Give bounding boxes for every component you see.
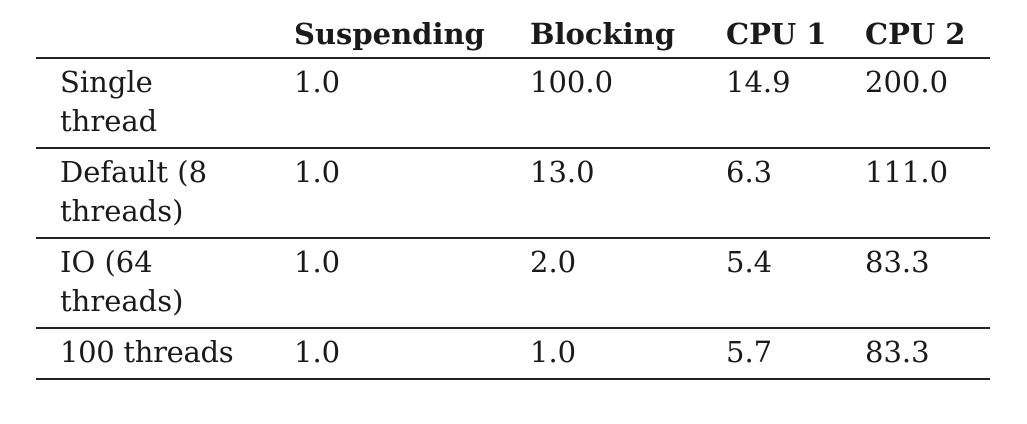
table-row: Single thread 1.0 100.0 14.9 200.0 <box>36 58 990 149</box>
value-cell-blocking: 100.0 <box>530 58 726 149</box>
table-row: Default (8 threads) 1.0 13.0 6.3 111.0 <box>36 148 990 239</box>
header-cell-empty <box>36 10 294 59</box>
value-cell-cpu2: 83.3 <box>865 328 990 380</box>
header-cell-cpu1: CPU 1 <box>726 10 865 59</box>
value-cell-suspending: 1.0 <box>294 58 530 149</box>
table-body: Single thread 1.0 100.0 14.9 200.0 Defau… <box>36 58 990 380</box>
table-row: IO (64 threads) 1.0 2.0 5.4 83.3 <box>36 238 990 329</box>
table-row: 100 threads 1.0 1.0 5.7 83.3 <box>36 328 990 380</box>
value-cell-cpu1: 14.9 <box>726 58 865 149</box>
value-cell-cpu1: 5.7 <box>726 328 865 380</box>
value-cell-blocking: 13.0 <box>530 148 726 239</box>
row-label-line: Default (8 <box>60 155 208 189</box>
value-cell-suspending: 1.0 <box>294 148 530 239</box>
value-cell-cpu2: 200.0 <box>865 58 990 149</box>
row-label-cell: Single thread <box>36 58 294 149</box>
row-label-cell: Default (8 threads) <box>36 148 294 239</box>
header-row: Suspending Blocking CPU 1 CPU 2 <box>36 10 990 59</box>
row-label-line: IO (64 <box>60 245 153 279</box>
row-label-line: Single <box>60 65 153 99</box>
header-cell-blocking: Blocking <box>530 10 726 59</box>
value-cell-cpu2: 83.3 <box>865 238 990 329</box>
benchmark-table: Suspending Blocking CPU 1 CPU 2 Single t… <box>36 10 990 380</box>
value-cell-cpu1: 6.3 <box>726 148 865 239</box>
value-cell-blocking: 1.0 <box>530 328 726 380</box>
value-cell-suspending: 1.0 <box>294 238 530 329</box>
row-label-cell: IO (64 threads) <box>36 238 294 329</box>
row-label-line: 100 threads <box>60 335 234 369</box>
value-cell-cpu2: 111.0 <box>865 148 990 239</box>
row-label-line: thread <box>60 104 158 138</box>
table-header: Suspending Blocking CPU 1 CPU 2 <box>36 10 990 59</box>
row-label-line: threads) <box>60 284 184 318</box>
benchmark-table-container: Suspending Blocking CPU 1 CPU 2 Single t… <box>36 10 990 380</box>
value-cell-cpu1: 5.4 <box>726 238 865 329</box>
row-label-cell: 100 threads <box>36 328 294 380</box>
value-cell-blocking: 2.0 <box>530 238 726 329</box>
value-cell-suspending: 1.0 <box>294 328 530 380</box>
row-label-line: threads) <box>60 194 184 228</box>
header-cell-cpu2: CPU 2 <box>865 10 990 59</box>
header-cell-suspending: Suspending <box>294 10 530 59</box>
